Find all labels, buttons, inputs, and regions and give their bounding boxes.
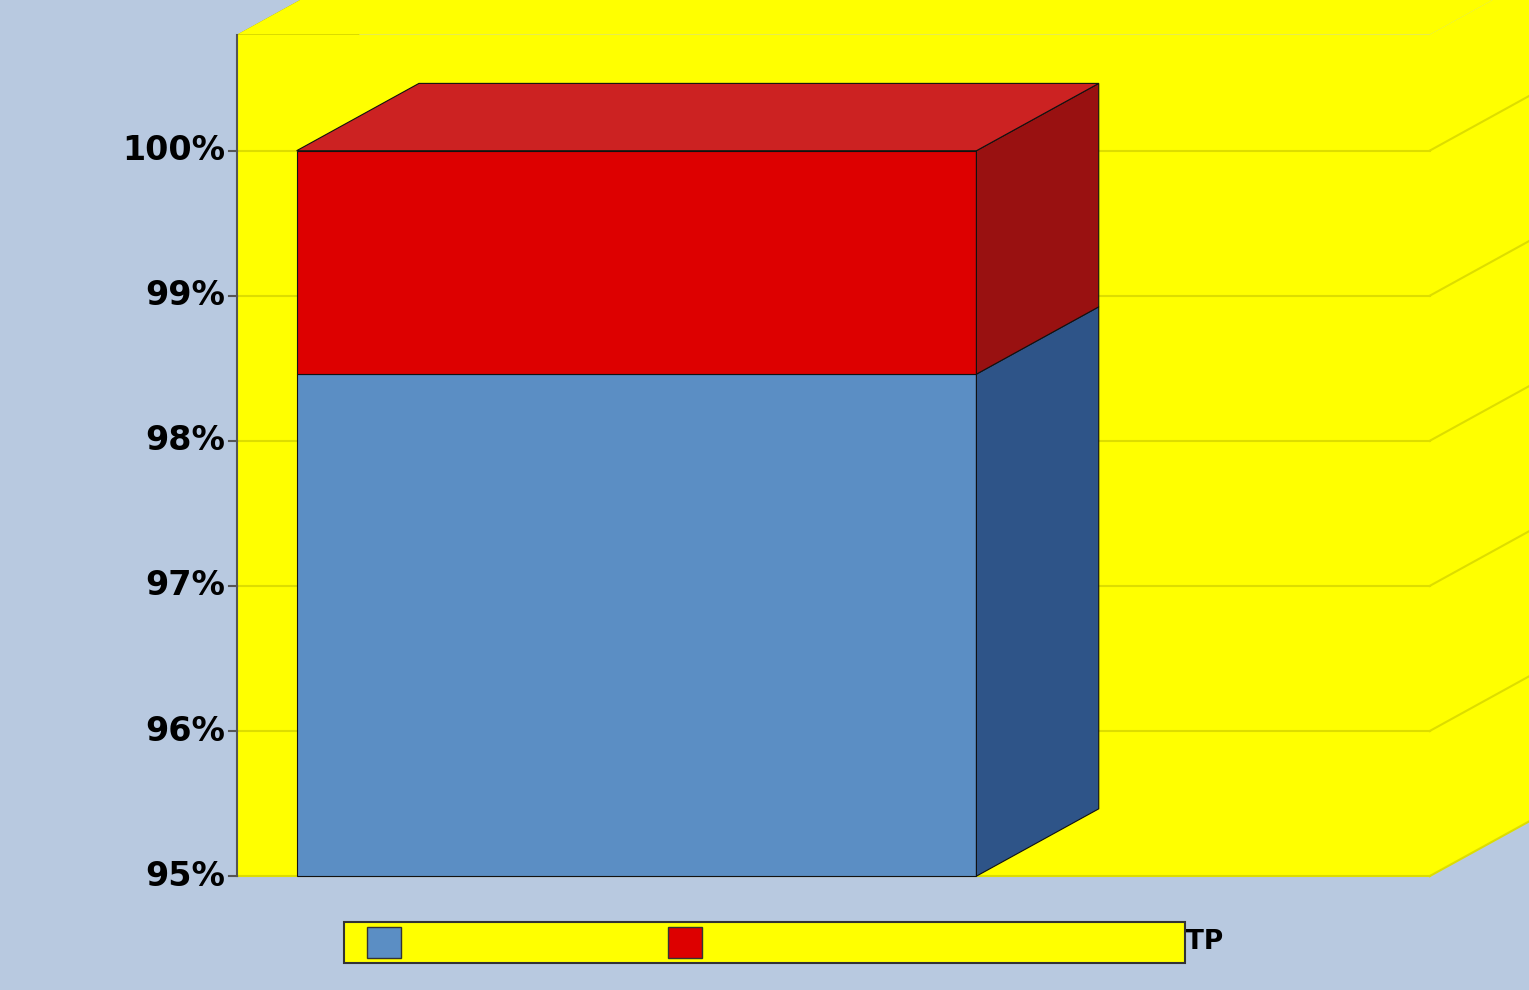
Text: 96%: 96% <box>145 715 225 747</box>
Text: 99%: 99% <box>145 279 225 312</box>
Text: Addttional Volume at Russian STP: Addttional Volume at Russian STP <box>717 930 1223 955</box>
Text: Volume at US STP: Volume at US STP <box>416 930 680 955</box>
Text: 97%: 97% <box>145 569 225 603</box>
Text: 1.54%: 1.54% <box>560 241 714 284</box>
Text: 95%: 95% <box>145 859 225 893</box>
Text: 98%: 98% <box>145 425 225 457</box>
Text: 100%: 100% <box>122 135 225 167</box>
Text: 98.46%: 98.46% <box>544 604 729 646</box>
